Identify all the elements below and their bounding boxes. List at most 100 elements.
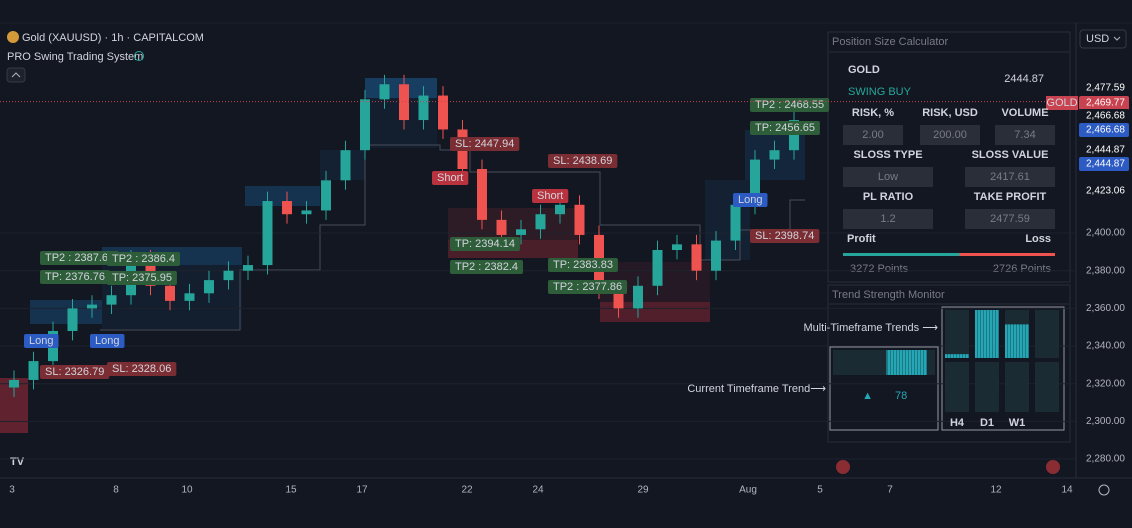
- candle-body: [379, 84, 390, 100]
- settings-icon[interactable]: [1098, 484, 1110, 496]
- candle-body: [769, 150, 780, 160]
- x-tick-label: 5: [817, 485, 823, 496]
- candle-body: [340, 150, 351, 181]
- signal-label-box: [733, 193, 768, 207]
- tf-column: [1005, 362, 1029, 412]
- candle-body: [223, 270, 234, 281]
- signal-label: TP: 2394.14: [455, 238, 515, 250]
- signal-label: TP: 2383.83: [553, 259, 613, 271]
- event-flag[interactable]: [836, 460, 850, 474]
- signal-label-box: [432, 171, 469, 185]
- field-value: Low: [878, 171, 898, 183]
- field-label: VOLUME: [1001, 107, 1048, 119]
- tf-column: [975, 362, 999, 412]
- price-tag: [1079, 157, 1129, 171]
- indicator-status: [134, 51, 144, 61]
- signal-label-box: [107, 271, 177, 285]
- field-value: 2417.61: [990, 171, 1030, 183]
- field-label: SLOSS VALUE: [972, 149, 1049, 161]
- event-flag[interactable]: [1046, 460, 1060, 474]
- signal-label: Short: [537, 190, 563, 202]
- signal-label: Long: [738, 194, 762, 206]
- tf-label: D1: [980, 417, 994, 429]
- trend-arrow: ▲: [862, 390, 873, 402]
- signal-label: Short: [437, 172, 463, 184]
- price-tag: [1079, 184, 1129, 198]
- profit-points: 3272 Points: [850, 263, 909, 275]
- signal-label: TP2 : 2386.4: [112, 253, 175, 265]
- signal-label-box: [532, 189, 569, 203]
- candle-body: [496, 219, 507, 235]
- y-tick-label: 2,300.00: [1086, 416, 1125, 427]
- loss-label: Loss: [1025, 233, 1051, 245]
- price-tag: [1079, 143, 1129, 157]
- signal-label-box: [40, 365, 110, 379]
- candle-body: [633, 285, 643, 309]
- signal-label-box: [40, 251, 120, 265]
- profit-label: Profit: [847, 233, 876, 245]
- trend-score: 78: [895, 390, 907, 402]
- field-value: 200.00: [933, 129, 967, 141]
- x-tick-label: 24: [532, 485, 544, 496]
- field-input: [965, 209, 1055, 229]
- collapse-button[interactable]: [6, 67, 26, 83]
- signal-label-box: [750, 121, 820, 135]
- tf-strength: [1005, 324, 1029, 358]
- y-tick-label: 2,340.00: [1086, 341, 1125, 352]
- calc-signal: SWING BUY: [848, 86, 912, 98]
- price-tag-label: 2,444.87: [1086, 159, 1125, 170]
- candle-body: [67, 308, 78, 331]
- y-tick-label: 2,280.00: [1086, 454, 1125, 465]
- candle-body: [613, 289, 624, 309]
- tf-label: W1: [1009, 417, 1026, 429]
- x-tick-label: 29: [637, 485, 649, 496]
- price-tag-label: 2,469.77: [1086, 98, 1125, 109]
- field-label: RISK, %: [852, 107, 894, 119]
- pl-bar: [843, 253, 1055, 256]
- candle-body: [184, 293, 195, 301]
- x-tick-label: Aug: [739, 485, 757, 496]
- x-tick-label: 10: [181, 485, 193, 496]
- field-label: PL RATIO: [863, 191, 914, 203]
- candle-body: [321, 180, 331, 211]
- signal-label-box: [750, 229, 820, 243]
- signal-label: TP2 : 2382.4: [455, 261, 518, 273]
- signal-label-box: [450, 237, 520, 251]
- signal-label-box: [40, 270, 110, 284]
- tf-strength: [945, 354, 969, 358]
- candle-body: [672, 244, 682, 250]
- calc-symbol: GOLD: [848, 64, 880, 76]
- candle-body: [652, 250, 663, 286]
- currency-select[interactable]: [1079, 29, 1127, 49]
- candle-body: [262, 201, 273, 266]
- currency-label: USD: [1086, 33, 1109, 45]
- tf-column: [1035, 310, 1059, 358]
- candle-body: [9, 379, 19, 388]
- price-tag: [1079, 81, 1129, 95]
- candle-body: [106, 295, 117, 305]
- signal-label: SL: 2398.74: [755, 230, 814, 242]
- field-input: [843, 125, 903, 145]
- tf-column: [945, 362, 969, 412]
- field-label: TAKE PROFIT: [974, 191, 1047, 203]
- current-label: Current Timeframe Trend⟶: [687, 383, 826, 395]
- field-input: [843, 209, 933, 229]
- indicator-name: PRO Swing Trading System: [7, 51, 143, 63]
- calc-price: 2444.87: [1004, 73, 1044, 85]
- x-tick-label: 8: [113, 485, 119, 496]
- multi-label: Multi-Timeframe Trends ⟶: [803, 322, 938, 334]
- candle-body: [750, 159, 760, 205]
- signal-label: SL: 2326.79: [45, 366, 104, 378]
- price-tag-label: 2,444.87: [1086, 145, 1125, 156]
- signal-label-box: [548, 258, 618, 272]
- loss-points: 2726 Points: [993, 263, 1052, 275]
- price-tag-label: 2,466.68: [1086, 125, 1125, 136]
- signal-label-box: [750, 98, 830, 112]
- tf-strength: [975, 310, 999, 358]
- candle-body: [301, 210, 312, 215]
- candle-body: [243, 265, 253, 271]
- signal-label-box: [107, 252, 180, 266]
- signal-label-box: [24, 334, 59, 348]
- signal-label: TP2 : 2377.86: [553, 281, 622, 293]
